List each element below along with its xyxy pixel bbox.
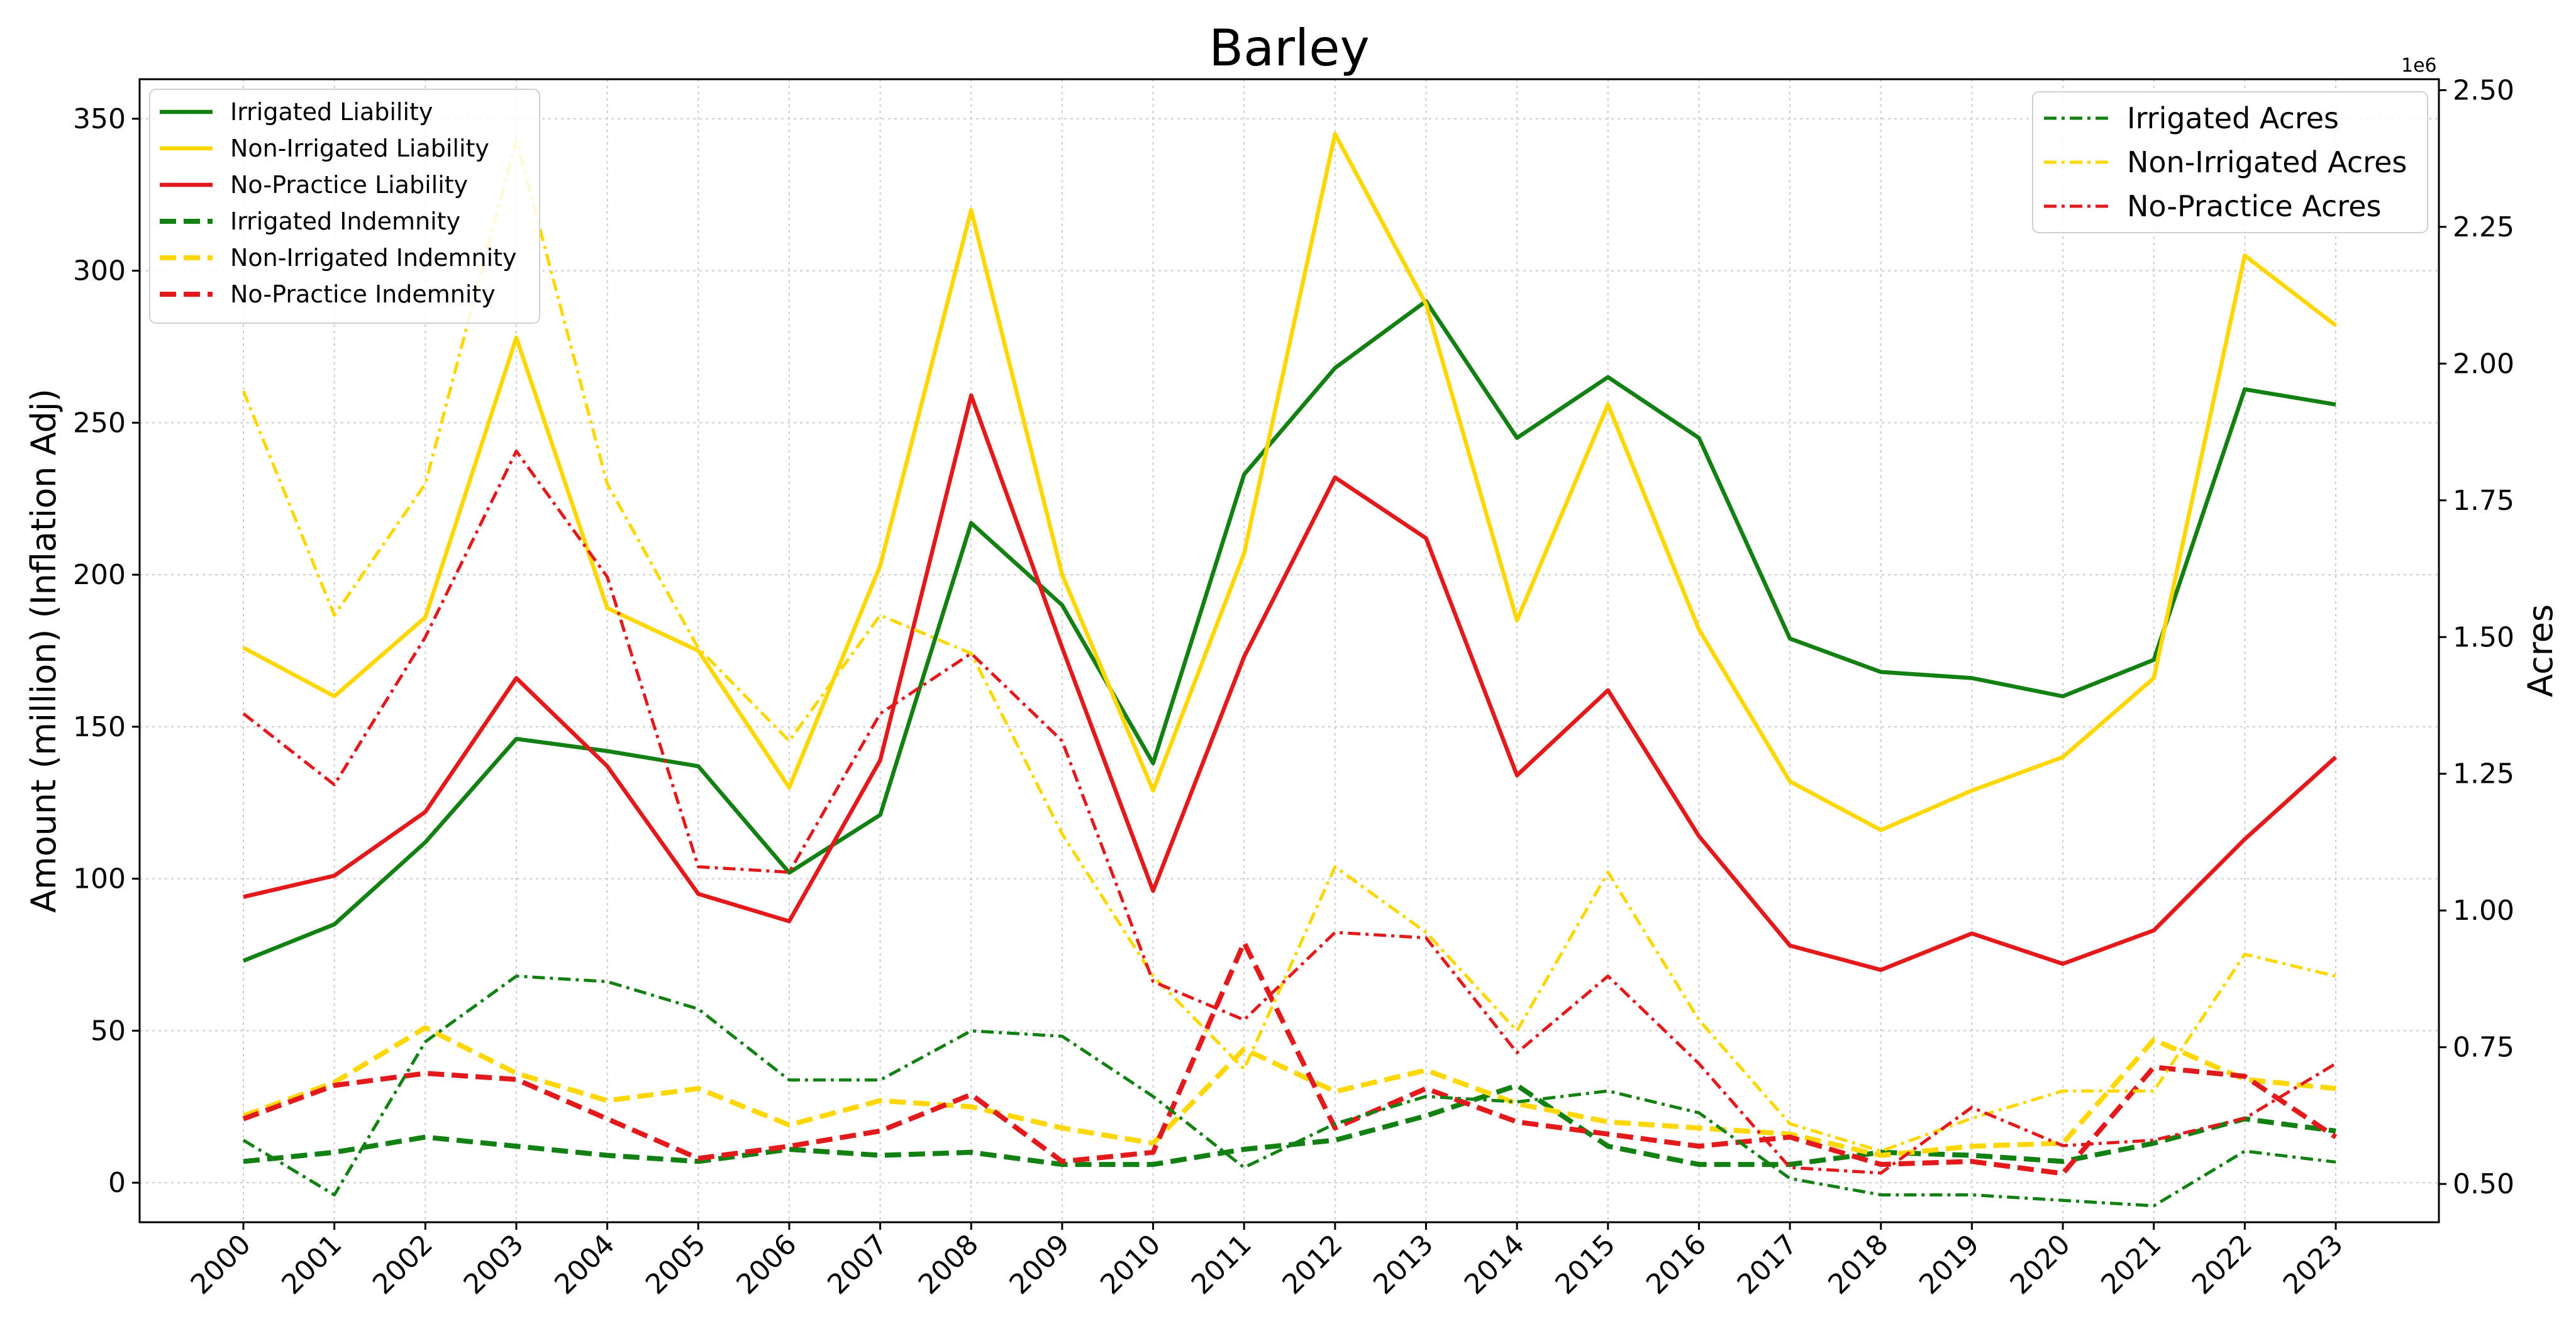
y2-tick-label: 0.75 bbox=[2453, 1032, 2514, 1064]
y2-tick-label: 1.75 bbox=[2453, 485, 2514, 517]
legend-right-frame bbox=[2032, 91, 2428, 233]
legend-label: No-Practice Acres bbox=[2127, 189, 2381, 223]
series-line-non-irrigated-liability bbox=[242, 131, 2337, 832]
y-tick-label: 150 bbox=[73, 711, 126, 743]
y-tick-label: 0 bbox=[108, 1167, 126, 1199]
series-line-no-practice-indemnity bbox=[242, 940, 2338, 1176]
y2-tick-label: 2.50 bbox=[2453, 74, 2514, 106]
legend-label: Non-Irrigated Acres bbox=[2127, 145, 2407, 179]
series-line-irrigated-indemnity bbox=[243, 1083, 2336, 1168]
y2-tick-label: 1.25 bbox=[2453, 758, 2514, 790]
legend-left-frame bbox=[149, 89, 540, 324]
legend-label: Irrigated Indemnity bbox=[230, 207, 460, 235]
y-tick-label: 250 bbox=[73, 407, 126, 439]
legend-label: Non-Irrigated Indemnity bbox=[230, 244, 517, 272]
legend-left: Irrigated Liability Non-Irrigated Liabili… bbox=[149, 89, 540, 324]
chart-title: Barley bbox=[1209, 19, 1370, 77]
y2-offset-label: 1e6 bbox=[2401, 55, 2437, 77]
y-tick-label: 200 bbox=[73, 559, 126, 591]
legend-right: Irrigated Acres Non-Irrigated Acres No-Pra… bbox=[2032, 91, 2428, 233]
y-tick-label: 350 bbox=[73, 103, 126, 135]
y-tick-label: 50 bbox=[91, 1015, 126, 1047]
series-line-irrigated-acres bbox=[242, 975, 2336, 1208]
series-line-non-irrigated-indemnity bbox=[242, 1025, 2336, 1158]
legend-label: Irrigated Liability bbox=[230, 98, 433, 126]
y-tick-label: 100 bbox=[73, 863, 126, 895]
y2-tick-label: 1.50 bbox=[2453, 621, 2514, 653]
y2-tick-label: 0.50 bbox=[2453, 1168, 2514, 1200]
legend-label: No-Practice Liability bbox=[230, 171, 468, 199]
plot-frame bbox=[138, 78, 2440, 1223]
series-lines bbox=[242, 131, 2338, 1208]
legend-label: Irrigated Acres bbox=[2127, 101, 2339, 135]
legend-label: No-Practice Indemnity bbox=[230, 280, 496, 308]
y-tick-label: 300 bbox=[73, 255, 126, 287]
y2-axis-title: Acres bbox=[2521, 604, 2560, 697]
legend-label: Non-Irrigated Liability bbox=[230, 135, 489, 162]
y2-tick-label: 1.00 bbox=[2453, 895, 2514, 927]
series-line-no-practice-liability bbox=[243, 393, 2338, 972]
y2-tick-label: 2.00 bbox=[2453, 348, 2514, 380]
y-axis-title: Amount (million) (Inflation Adj) bbox=[24, 389, 64, 913]
y2-tick-label: 2.25 bbox=[2453, 211, 2514, 243]
series-line-no-practice-acres bbox=[242, 450, 2337, 1175]
